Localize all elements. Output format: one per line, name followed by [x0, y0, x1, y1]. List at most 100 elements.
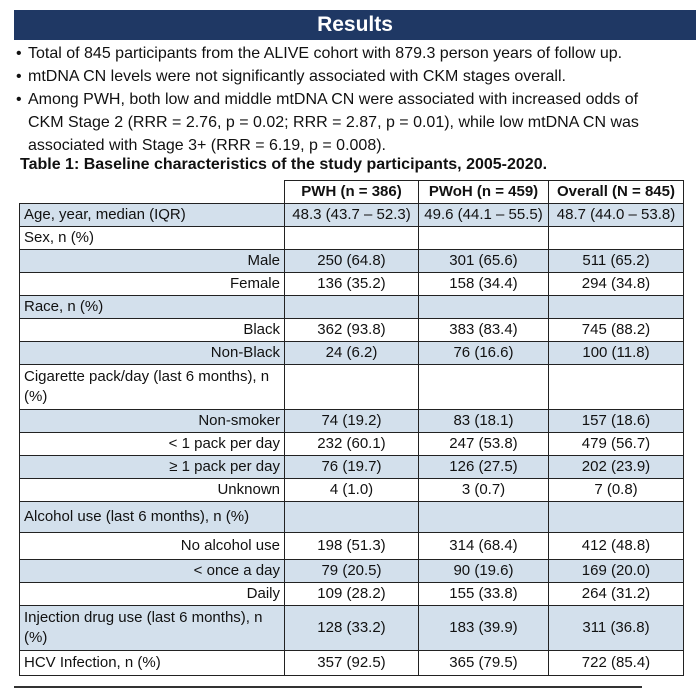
table-row: Black 362 (93.8) 383 (83.4) 745 (88.2): [19, 318, 684, 342]
table-row: < 1 pack per day 232 (60.1) 247 (53.8) 4…: [19, 432, 684, 456]
cell-pwoh: 49.6 (44.1 – 55.5): [418, 203, 549, 227]
table-row: Alcohol use (last 6 months), n (%): [19, 501, 684, 533]
banner-title: Results: [317, 13, 393, 36]
row-label: < 1 pack per day: [19, 432, 285, 456]
cell-overall: [548, 226, 684, 250]
table-row: Race, n (%): [19, 295, 684, 319]
header-pwoh: PWoH (n = 459): [418, 180, 549, 204]
cell-overall: 511 (65.2): [548, 249, 684, 273]
results-bullets: Total of 845 participants from the ALIVE…: [16, 42, 696, 157]
table-row: Sex, n (%): [19, 226, 684, 250]
cell-overall: 412 (48.8): [548, 532, 684, 560]
results-banner: Results: [14, 10, 696, 40]
cell-overall: 100 (11.8): [548, 341, 684, 365]
table-row: No alcohol use 198 (51.3) 314 (68.4) 412…: [19, 532, 684, 560]
cell-pwoh: 90 (19.6): [418, 559, 549, 583]
cell-pwh: 232 (60.1): [284, 432, 419, 456]
cell-pwh: 250 (64.8): [284, 249, 419, 273]
table-row: Unknown 4 (1.0) 3 (0.7) 7 (0.8): [19, 478, 684, 502]
table-row: Male 250 (64.8) 301 (65.6) 511 (65.2): [19, 249, 684, 273]
cell-overall: 169 (20.0): [548, 559, 684, 583]
table-row: Age, year, median (IQR) 48.3 (43.7 – 52.…: [19, 203, 684, 227]
row-label: Daily: [19, 582, 285, 606]
row-label: Black: [19, 318, 285, 342]
row-label: HCV Infection, n (%): [19, 650, 285, 676]
cell-overall: 479 (56.7): [548, 432, 684, 456]
cell-overall: 264 (31.2): [548, 582, 684, 606]
row-label: ≥ 1 pack per day: [19, 455, 285, 479]
cell-pwoh: 183 (39.9): [418, 605, 549, 651]
table-row: Injection drug use (last 6 months), n (%…: [19, 605, 684, 651]
cell-pwh: 109 (28.2): [284, 582, 419, 606]
row-label: Race, n (%): [19, 295, 285, 319]
cell-overall: [548, 295, 684, 319]
cell-pwh: [284, 295, 419, 319]
baseline-characteristics-table: PWH (n = 386) PWoH (n = 459) Overall (N …: [19, 180, 684, 676]
cell-overall: 311 (36.8): [548, 605, 684, 651]
cell-pwoh: 83 (18.1): [418, 409, 549, 433]
cell-pwoh: 301 (65.6): [418, 249, 549, 273]
cell-pwoh: 365 (79.5): [418, 650, 549, 676]
cell-pwh: 48.3 (43.7 – 52.3): [284, 203, 419, 227]
cell-pwoh: 76 (16.6): [418, 341, 549, 365]
table-row: Non-smoker 74 (19.2) 83 (18.1) 157 (18.6…: [19, 409, 684, 433]
cell-pwh: 79 (20.5): [284, 559, 419, 583]
table-row: ≥ 1 pack per day 76 (19.7) 126 (27.5) 20…: [19, 455, 684, 479]
cell-pwh: 357 (92.5): [284, 650, 419, 676]
row-label: Unknown: [19, 478, 285, 502]
cell-pwoh: 126 (27.5): [418, 455, 549, 479]
table-caption: Table 1: Baseline characteristics of the…: [20, 156, 548, 173]
cell-pwoh: 158 (34.4): [418, 272, 549, 296]
cell-pwoh: [418, 364, 549, 410]
header-blank-cell: [19, 180, 285, 204]
row-label: Non-smoker: [19, 409, 285, 433]
row-label: Non-Black: [19, 341, 285, 365]
bullet-pwh-association-cont-2: associated with Stage 3+ (RRR = 6.19, p …: [28, 137, 386, 154]
cell-pwoh: 155 (33.8): [418, 582, 549, 606]
row-label: < once a day: [19, 559, 285, 583]
bullet-participants: Total of 845 participants from the ALIVE…: [16, 42, 696, 65]
row-label: Alcohol use (last 6 months), n (%): [19, 501, 285, 533]
bottom-divider: [14, 686, 642, 688]
bullet-pwh-association-cont-1: CKM Stage 2 (RRR = 2.76, p = 0.02; RRR =…: [28, 114, 639, 131]
cell-pwh: [284, 226, 419, 250]
cell-overall: [548, 364, 684, 410]
cell-pwoh: [418, 226, 549, 250]
table-row: Daily 109 (28.2) 155 (33.8) 264 (31.2): [19, 582, 684, 606]
table-row: Cigarette pack/day (last 6 months), n (%…: [19, 364, 684, 410]
cell-overall: 157 (18.6): [548, 409, 684, 433]
cell-pwh: 76 (19.7): [284, 455, 419, 479]
row-label: Age, year, median (IQR): [19, 203, 285, 227]
row-label: Injection drug use (last 6 months), n (%…: [19, 605, 285, 651]
row-label: No alcohol use: [19, 532, 285, 560]
row-label: Female: [19, 272, 285, 296]
bullet-pwh-association: Among PWH, both low and middle mtDNA CN …: [16, 88, 696, 111]
cell-pwoh: 314 (68.4): [418, 532, 549, 560]
row-label: Sex, n (%): [19, 226, 285, 250]
table-row: HCV Infection, n (%) 357 (92.5) 365 (79.…: [19, 650, 684, 676]
cell-pwoh: 247 (53.8): [418, 432, 549, 456]
cell-pwh: 198 (51.3): [284, 532, 419, 560]
cell-pwh: 4 (1.0): [284, 478, 419, 502]
cell-pwh: 362 (93.8): [284, 318, 419, 342]
cell-pwh: 74 (19.2): [284, 409, 419, 433]
row-label: Male: [19, 249, 285, 273]
cell-overall: 722 (85.4): [548, 650, 684, 676]
cell-pwoh: 383 (83.4): [418, 318, 549, 342]
cell-pwoh: 3 (0.7): [418, 478, 549, 502]
cell-pwh: [284, 501, 419, 533]
cell-overall: 294 (34.8): [548, 272, 684, 296]
cell-overall: [548, 501, 684, 533]
header-pwh: PWH (n = 386): [284, 180, 419, 204]
row-label: Cigarette pack/day (last 6 months), n (%…: [19, 364, 285, 410]
cell-overall: 7 (0.8): [548, 478, 684, 502]
cell-overall: 48.7 (44.0 – 53.8): [548, 203, 684, 227]
table-header-row: PWH (n = 386) PWoH (n = 459) Overall (N …: [19, 180, 684, 204]
cell-overall: 202 (23.9): [548, 455, 684, 479]
table-row: Female 136 (35.2) 158 (34.4) 294 (34.8): [19, 272, 684, 296]
cell-overall: 745 (88.2): [548, 318, 684, 342]
bullet-mtdna-overall: mtDNA CN levels were not significantly a…: [16, 65, 696, 88]
cell-pwh: 136 (35.2): [284, 272, 419, 296]
cell-pwoh: [418, 295, 549, 319]
cell-pwoh: [418, 501, 549, 533]
